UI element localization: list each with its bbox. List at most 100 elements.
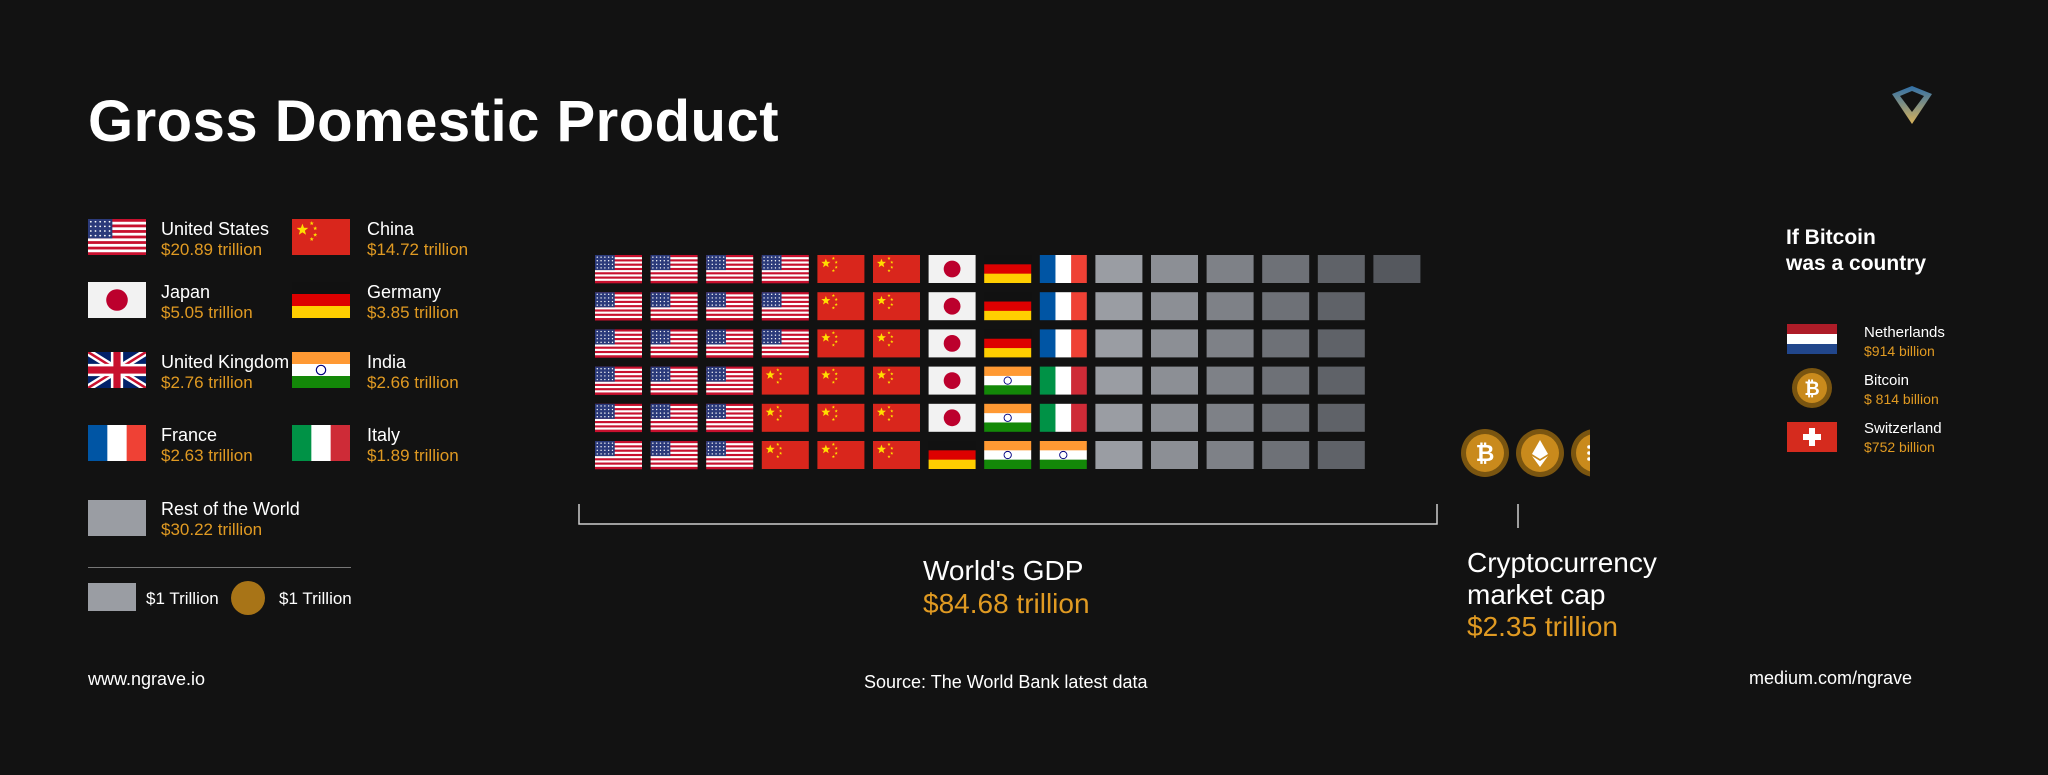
legend-value-rest-of-world: $30.22 trillion <box>161 520 263 539</box>
waffle-cell-row <box>1206 329 1254 358</box>
waffle-cell-fr <box>1039 292 1087 321</box>
waffle-cell-row <box>1151 366 1198 395</box>
waffle-cell-us <box>595 329 642 358</box>
netherlands-flag-icon <box>1787 324 1837 354</box>
waffle-cell-cn <box>817 292 865 321</box>
waffle-cell-row <box>1317 366 1365 395</box>
waffle-cell-us <box>706 366 754 395</box>
waffle-cell-cn <box>761 441 809 469</box>
waffle-cell-us <box>706 292 754 321</box>
waffle-cell-row <box>1262 441 1310 469</box>
waffle-cell-jp <box>928 403 976 432</box>
waffle-cell-row <box>1317 441 1365 469</box>
waffle-cell-de <box>928 441 976 469</box>
waffle-cell-us <box>595 292 642 321</box>
crypto-coin-bitcoin: ₿ <box>1461 429 1509 477</box>
waffle-cell-fr <box>1039 329 1087 358</box>
comparison-value-bitcoin: $ 814 billion <box>1864 391 1939 407</box>
legend-value-united-kingdom: $2.76 trillion <box>161 373 253 392</box>
waffle-cell-cn <box>873 292 920 321</box>
waffle-cell-us <box>595 255 642 284</box>
waffle-cell-cn <box>873 329 920 358</box>
gdp-waffle-chart <box>595 255 1421 470</box>
crypto-coin-ethereum <box>1516 429 1564 477</box>
waffle-cell-fr <box>1039 255 1087 283</box>
waffle-cell-cn <box>817 255 865 283</box>
waffle-cell-jp <box>928 292 976 321</box>
legend-value-france: $2.63 trillion <box>161 446 253 465</box>
footer-website-link[interactable]: www.ngrave.io <box>88 669 206 689</box>
waffle-cell-de <box>984 329 1032 358</box>
waffle-cell-us <box>650 292 698 321</box>
trillion-coin-swatch <box>231 581 265 615</box>
germany-flag-icon <box>292 282 350 318</box>
uk-flag-icon <box>88 352 146 388</box>
waffle-cell-it <box>1039 403 1087 432</box>
waffle-cell-row <box>1317 292 1365 321</box>
waffle-cell-row <box>1095 292 1143 321</box>
waffle-cell-in <box>1039 441 1087 469</box>
switzerland-flag-icon <box>1787 422 1837 452</box>
legend-value-china: $14.72 trillion <box>367 240 469 259</box>
waffle-cell-row <box>1151 441 1198 469</box>
waffle-cell-us <box>650 441 698 470</box>
legend-value-japan: $5.05 trillion <box>161 303 253 322</box>
waffle-cell-us <box>650 366 698 395</box>
waffle-cell-row <box>1317 255 1365 283</box>
waffle-cell-cn <box>817 329 865 358</box>
waffle-cell-us <box>650 329 698 358</box>
waffle-cell-row <box>1317 329 1365 358</box>
legend-value-germany: $3.85 trillion <box>367 303 459 322</box>
waffle-cell-row <box>1206 441 1254 469</box>
bitcoin-coin-icon: ₿ <box>1792 368 1832 408</box>
rest-of-world-swatch <box>88 500 146 536</box>
key-coin-label: $1 Trillion <box>279 589 352 608</box>
waffle-cell-row <box>1151 255 1198 283</box>
waffle-cell-in <box>984 441 1032 469</box>
waffle-cell-row <box>1151 292 1198 321</box>
footer-medium-link[interactable]: medium.com/ngrave <box>1749 668 1913 688</box>
waffle-cell-row <box>1262 255 1310 283</box>
waffle-cell-cn <box>817 366 865 395</box>
waffle-cell-jp <box>928 255 976 283</box>
waffle-cell-cn <box>873 403 920 432</box>
crypto-cap-value: $2.35 trillion <box>1467 611 1618 642</box>
trillion-square-swatch <box>88 583 136 611</box>
waffle-cell-row <box>1095 403 1143 432</box>
france-flag-icon <box>88 425 146 461</box>
waffle-cell-row <box>1262 366 1310 395</box>
key-square-label: $1 Trillion <box>146 589 219 608</box>
waffle-cell-us <box>706 255 754 284</box>
footer-source: Source: The World Bank latest data <box>864 672 1148 692</box>
japan-flag-icon <box>88 282 146 318</box>
waffle-cell-us <box>595 441 642 470</box>
waffle-cell-us <box>761 292 809 321</box>
waffle-cell-row <box>1262 403 1310 432</box>
ngrave-logo-icon <box>1892 86 1932 124</box>
china-flag-icon <box>292 219 350 255</box>
comparison-name-bitcoin: Bitcoin <box>1864 372 1910 389</box>
waffle-cell-us <box>650 255 698 284</box>
waffle-cell-row <box>1095 255 1143 283</box>
waffle-cell-us <box>706 403 754 433</box>
comparison-title-line2: was a country <box>1786 252 1927 275</box>
waffle-cell-cn <box>873 255 920 283</box>
waffle-cell-us <box>595 403 642 433</box>
waffle-cell-it <box>1039 366 1087 395</box>
legend-label-germany: Germany <box>367 282 442 302</box>
waffle-cell-row <box>1095 441 1143 469</box>
legend-value-united-states: $20.89 trillion <box>161 240 263 259</box>
svg-text:₿: ₿ <box>1804 379 1819 400</box>
waffle-cell-row <box>1317 403 1365 432</box>
legend-label-france: France <box>161 425 218 445</box>
legend-label-rest-of-world: Rest of the World <box>161 499 300 519</box>
waffle-cell-row <box>1373 255 1421 283</box>
waffle-cell-row <box>1151 329 1198 358</box>
waffle-cell-us <box>650 403 698 433</box>
waffle-cell-cn <box>817 403 865 432</box>
crypto-cap-label-line1: Cryptocurrency <box>1467 547 1657 578</box>
waffle-cell-cn <box>817 441 865 469</box>
waffle-cell-jp <box>928 329 976 358</box>
waffle-cell-us <box>761 255 809 284</box>
waffle-cell-us <box>595 366 642 395</box>
